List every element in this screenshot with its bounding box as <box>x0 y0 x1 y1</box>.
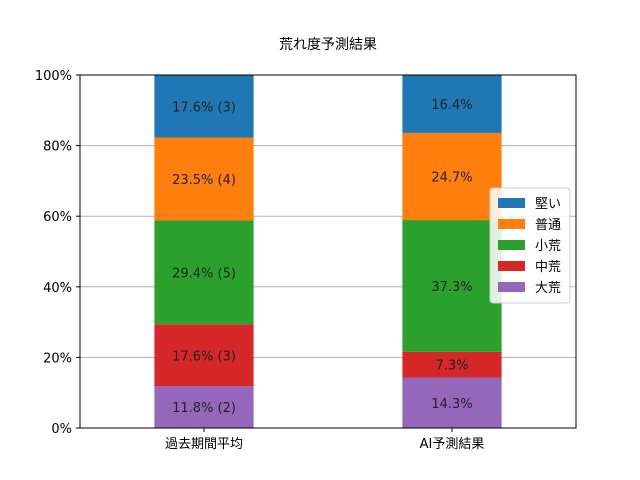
bar-value-label: 37.3% <box>431 280 472 295</box>
plot-frame <box>79 74 577 429</box>
bar-value-label: 17.6% (3) <box>172 349 236 364</box>
bar-segment <box>402 351 502 378</box>
legend-box <box>489 187 571 304</box>
legend-label: 小荒 <box>535 239 561 254</box>
y-tick-label: 100% <box>35 69 72 84</box>
bar-value-label: 17.6% (3) <box>172 100 236 115</box>
bar-segment <box>402 132 502 221</box>
legend-swatch <box>498 198 525 208</box>
legend-label: 堅い <box>535 197 561 212</box>
bar-segment <box>402 377 502 428</box>
bar-segment <box>402 220 502 352</box>
y-tick-label: 0% <box>51 422 72 437</box>
bar-segment <box>402 75 502 133</box>
bar-value-label: 16.4% <box>431 98 472 113</box>
legend-label: 中荒 <box>535 260 561 275</box>
bar-value-label: 24.7% <box>431 170 472 185</box>
legend-label: 普通 <box>535 218 561 233</box>
bar-stacks <box>154 75 502 428</box>
y-tick-label: 20% <box>43 351 72 366</box>
y-tick-label: 60% <box>43 210 72 225</box>
legend-swatch <box>498 282 525 292</box>
bar-segment <box>154 324 254 387</box>
bar-value-label: 23.5% (4) <box>172 173 236 188</box>
legend-swatch <box>498 261 525 271</box>
y-axis: 0% 20% 40% 60% 80% 100% <box>35 69 80 437</box>
bar-segment <box>154 386 254 428</box>
legend-label: 大荒 <box>535 281 561 296</box>
bar-data-labels: 11.8% (2) 17.6% (3) 29.4% (5) 23.5% (4) 17.6… <box>172 98 473 416</box>
bar-value-label: 11.8% (2) <box>172 401 236 416</box>
x-axis: 過去期間平均 AI予測結果 <box>165 428 484 452</box>
chart-title: 荒れ度予測結果 <box>279 37 377 53</box>
bar-segment <box>154 75 254 138</box>
legend-swatch <box>498 240 525 250</box>
bar-value-label: 7.3% <box>435 359 468 374</box>
x-tick-label: AI予測結果 <box>420 437 485 452</box>
bar-value-label: 29.4% (5) <box>172 266 236 281</box>
bar-segment <box>154 220 254 325</box>
x-tick-label: 過去期間平均 <box>165 437 243 452</box>
legend-swatch <box>498 219 525 229</box>
y-tick-label: 40% <box>43 281 72 296</box>
y-tick-label: 80% <box>43 140 72 155</box>
bar-value-label: 14.3% <box>431 397 472 412</box>
bar-segment <box>154 137 254 221</box>
